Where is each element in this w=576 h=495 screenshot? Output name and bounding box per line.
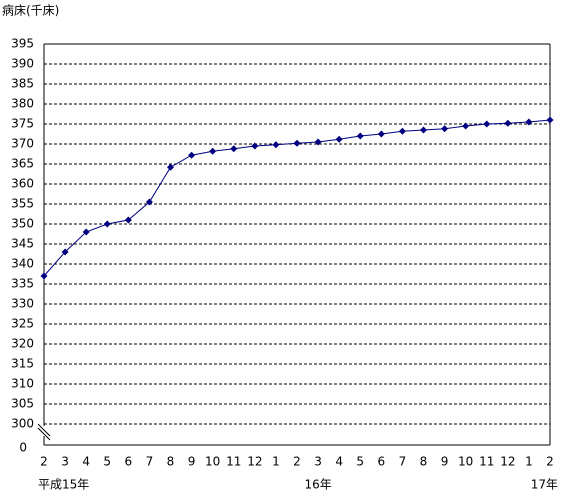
point-marker <box>335 135 343 143</box>
point-marker <box>293 139 301 147</box>
y-tick-label: 340 <box>11 257 34 271</box>
y-tick-label: 395 <box>11 37 34 51</box>
point-marker <box>356 132 364 140</box>
x-tick-label: 5 <box>103 455 111 469</box>
y-tick-label: 385 <box>11 77 34 91</box>
x-tick-label: 11 <box>479 455 494 469</box>
plot-frame <box>37 43 551 446</box>
x-tick-label: 3 <box>61 455 69 469</box>
x-tick-label: 9 <box>188 455 196 469</box>
y-tick-label: 355 <box>11 197 34 211</box>
y-tick-label: 365 <box>11 157 34 171</box>
y-tick-label: 370 <box>11 137 34 151</box>
x-tick-label: 2 <box>546 455 554 469</box>
x-tick-label: 11 <box>226 455 241 469</box>
point-marker <box>209 147 217 155</box>
point-marker <box>40 272 48 280</box>
point-marker <box>314 138 322 146</box>
point-marker <box>145 198 153 206</box>
x-tick-label: 7 <box>146 455 154 469</box>
point-marker <box>462 122 470 130</box>
y-axis-label: 病床(千床) <box>2 3 59 18</box>
point-marker <box>504 119 512 127</box>
point-marker <box>525 118 533 126</box>
x-tick-label: 6 <box>125 455 133 469</box>
y-tick-label: 310 <box>11 377 34 391</box>
x-tick-label: 5 <box>356 455 364 469</box>
x-tick-label: 2 <box>40 455 48 469</box>
y-tick-label: 330 <box>11 297 34 311</box>
point-marker <box>483 120 491 128</box>
x-tick-label: 12 <box>247 455 262 469</box>
axis-break <box>37 423 51 437</box>
y-tick-label: 305 <box>11 397 34 411</box>
y-origin-label: 0 <box>19 441 27 455</box>
point-marker <box>103 220 111 228</box>
x-tick-label: 4 <box>335 455 343 469</box>
y-tick-label: 375 <box>11 117 34 131</box>
y-tick-label: 380 <box>11 97 34 111</box>
point-marker <box>441 125 449 133</box>
x-tick-label: 1 <box>272 455 280 469</box>
point-marker <box>377 130 385 138</box>
year-label: 平成15年 <box>38 478 89 492</box>
point-marker <box>167 163 174 171</box>
axis-break <box>37 427 51 441</box>
point-marker <box>546 116 554 124</box>
y-tick-label: 335 <box>11 277 34 291</box>
year-label: 16年 <box>304 478 331 492</box>
year-label: 17年 <box>531 478 558 492</box>
x-tick-label: 4 <box>82 455 90 469</box>
point-marker <box>420 126 427 134</box>
y-tick-label: 325 <box>11 317 34 331</box>
point-marker <box>251 142 259 150</box>
point-marker <box>230 145 238 153</box>
point-marker <box>398 127 406 135</box>
x-tick-label: 6 <box>378 455 386 469</box>
y-tick-label: 360 <box>11 177 34 191</box>
y-tick-label: 320 <box>11 337 34 351</box>
x-tick-label: 8 <box>167 455 175 469</box>
y-tick-label: 390 <box>11 57 34 71</box>
x-tick-label: 8 <box>420 455 428 469</box>
x-tick-label: 2 <box>293 455 301 469</box>
y-tick-label: 350 <box>11 217 34 231</box>
y-tick-label: 315 <box>11 357 34 371</box>
x-tick-label: 10 <box>458 455 473 469</box>
x-tick-label: 1 <box>525 455 533 469</box>
x-tick-label: 3 <box>314 455 322 469</box>
x-tick-label: 10 <box>205 455 220 469</box>
y-tick-label: 300 <box>11 417 34 431</box>
point-marker <box>188 151 196 159</box>
x-tick-label: 12 <box>500 455 515 469</box>
x-tick-label: 9 <box>441 455 449 469</box>
point-marker <box>61 248 69 256</box>
x-tick-label: 7 <box>399 455 407 469</box>
y-tick-label: 345 <box>11 237 34 251</box>
point-marker <box>124 216 132 224</box>
point-marker <box>272 141 280 149</box>
point-marker <box>82 228 90 236</box>
